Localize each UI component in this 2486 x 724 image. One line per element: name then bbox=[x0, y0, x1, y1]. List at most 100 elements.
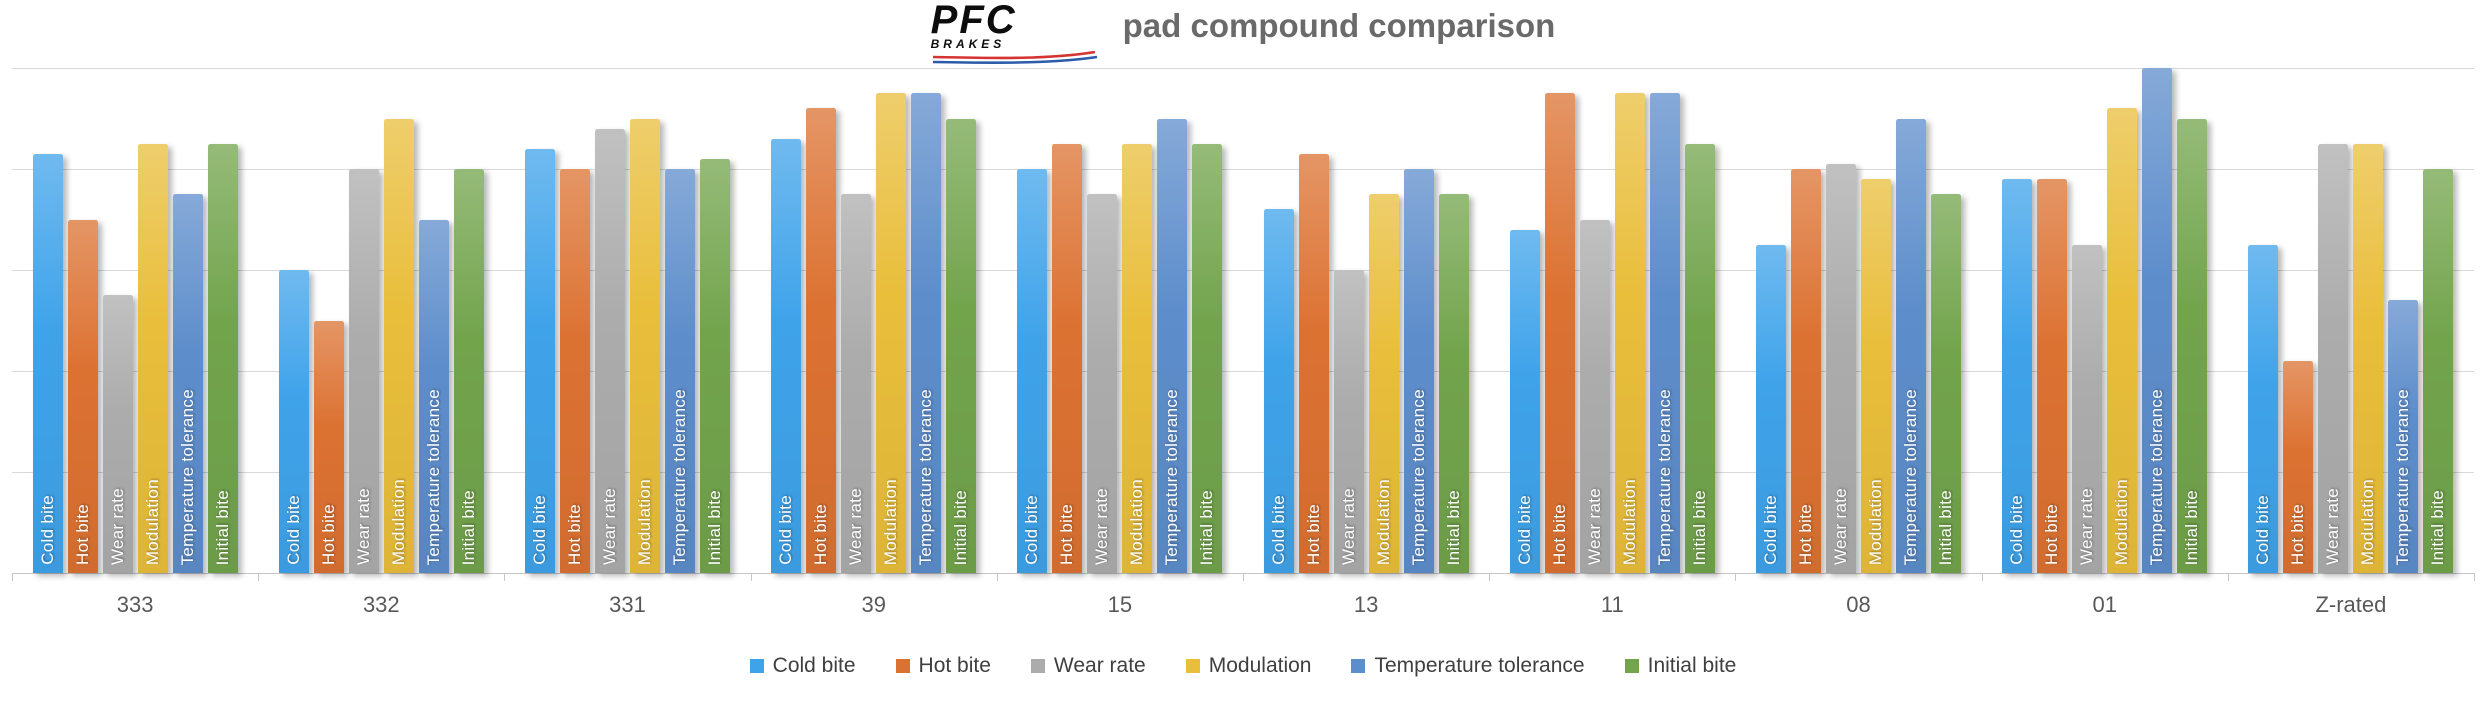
bar-hot-bite-15: Hot bite bbox=[1052, 143, 1083, 573]
bar-group-332: Cold bite Hot bite Wear rate Modulation Temp… bbox=[258, 68, 504, 573]
pfc-brakes-logo: PFC BRAKES bbox=[930, 0, 1099, 65]
logo-sub-text: BRAKES bbox=[930, 37, 1006, 52]
bar-label: Temperature tolerance bbox=[1162, 388, 1182, 565]
bar-label: Cold bite bbox=[776, 495, 796, 565]
bar-label: Wear rate bbox=[107, 487, 127, 565]
bar-group-11: Cold bite Hot bite Wear rate Modulation Temp… bbox=[1489, 68, 1735, 573]
bar-label: Initial bite bbox=[212, 489, 232, 565]
axis-tick bbox=[2227, 573, 2229, 581]
bar-label: Hot bite bbox=[318, 504, 338, 565]
legend-item-initial-bite: Initial bite bbox=[1624, 654, 1736, 678]
bar-group-331: Cold bite Hot bite Wear rate Modulation Temp… bbox=[504, 68, 750, 573]
category-label-332: 332 bbox=[362, 592, 400, 617]
axis-tick bbox=[1735, 573, 1737, 581]
bar-wear-rate-39: Wear rate bbox=[841, 194, 872, 573]
gridline bbox=[12, 169, 2474, 170]
axis-ticks bbox=[12, 573, 2475, 582]
bar-modulation-01: Modulation bbox=[2107, 108, 2138, 573]
bar-group-13: Cold bite Hot bite Wear rate Modulation Temp… bbox=[1243, 68, 1489, 573]
legend-label: Wear rate bbox=[1053, 654, 1146, 677]
bar-cold-bite-13: Cold bite bbox=[1263, 209, 1294, 573]
axis-tick bbox=[1243, 573, 1244, 581]
bar-modulation-39: Modulation bbox=[876, 93, 907, 573]
category-axis: 333 332 331 39 15 13 11 08 01 Z-rated bbox=[12, 592, 2474, 618]
bar-label: Cold bite bbox=[1022, 495, 1042, 565]
bar-label: Cold bite bbox=[283, 495, 303, 565]
legend-label: Hot bite bbox=[918, 654, 991, 677]
legend-swatch-icon bbox=[1351, 659, 1366, 673]
bar-hot-bite-333: Hot bite bbox=[67, 219, 98, 573]
bar-label: Hot bite bbox=[811, 504, 831, 565]
bar-hot-bite-331: Hot bite bbox=[560, 169, 590, 573]
category-label-08: 08 bbox=[1846, 592, 1871, 617]
bar-label: Hot bite bbox=[1796, 504, 1816, 565]
bar-label: Modulation bbox=[1373, 478, 1393, 565]
legend-item-temperature-tolerance: Temperature tolerance bbox=[1351, 654, 1585, 678]
bar-modulation-15: Modulation bbox=[1122, 143, 1153, 573]
logo-swoosh-blue-stripe bbox=[932, 55, 1097, 65]
axis-tick bbox=[504, 573, 506, 581]
legend-item-wear-rate: Wear rate bbox=[1030, 654, 1146, 678]
bar-group-z-rated: Cold bite Hot bite Wear rate Modulation Temp… bbox=[2228, 68, 2474, 573]
legend-swatch-icon bbox=[1624, 659, 1639, 673]
bar-label: Hot bite bbox=[2288, 504, 2308, 565]
category-label-333: 333 bbox=[116, 592, 154, 617]
plot-area: Cold bite Hot bite Wear rate Modulation Temp… bbox=[12, 68, 2475, 581]
bar-label: Cold bite bbox=[1514, 495, 1534, 565]
bar-wear-rate-332: Wear rate bbox=[348, 169, 379, 573]
bar-label: Temperature tolerance bbox=[670, 388, 689, 565]
bar-label: Initial bite bbox=[1197, 489, 1217, 565]
bar-wear-rate-z-rated: Wear rate bbox=[2318, 143, 2349, 573]
bar-temperature-tolerance-331: Temperature tolerance bbox=[665, 169, 695, 573]
bar-cold-bite-z-rated: Cold bite bbox=[2248, 244, 2279, 573]
bar-modulation-332: Modulation bbox=[383, 118, 414, 573]
bar-label: Initial bite bbox=[2428, 489, 2448, 565]
legend-label: Cold bite bbox=[772, 654, 856, 677]
bar-wear-rate-13: Wear rate bbox=[1333, 270, 1364, 573]
bar-group-333: Cold bite Hot bite Wear rate Modulation Temp… bbox=[12, 68, 258, 573]
bar-group-39: Cold bite Hot bite Wear rate Modulation Temp… bbox=[751, 68, 997, 573]
bar-label: Initial bite bbox=[1689, 489, 1709, 565]
axis-tick bbox=[996, 573, 998, 581]
bar-modulation-333: Modulation bbox=[137, 143, 168, 573]
bar-cold-bite-11: Cold bite bbox=[1509, 229, 1540, 573]
logo-swoosh-icon bbox=[932, 51, 1097, 65]
bar-initial-bite-331: Initial bite bbox=[700, 158, 730, 573]
legend-swatch-icon bbox=[1185, 659, 1200, 673]
bar-label: Hot bite bbox=[72, 504, 92, 565]
bar-label: Temperature tolerance bbox=[423, 388, 443, 565]
gridline bbox=[12, 371, 2474, 372]
bar-label: Initial bite bbox=[458, 489, 478, 565]
bar-label: Modulation bbox=[1866, 478, 1886, 565]
axis-tick bbox=[1489, 573, 1491, 581]
category-label-331: 331 bbox=[609, 592, 646, 617]
bar-label: Initial bite bbox=[1443, 489, 1463, 565]
bar-cold-bite-332: Cold bite bbox=[278, 270, 309, 573]
bar-label: Wear rate bbox=[846, 487, 866, 565]
logo-main-text: PFC bbox=[930, 0, 1017, 42]
bar-label: Modulation bbox=[1127, 478, 1147, 565]
bar-group-08: Cold bite Hot bite Wear rate Modulation Temp… bbox=[1735, 68, 1981, 573]
bar-cold-bite-01: Cold bite bbox=[2002, 179, 2033, 573]
bar-hot-bite-39: Hot bite bbox=[806, 108, 837, 573]
bar-wear-rate-11: Wear rate bbox=[1579, 219, 1610, 573]
bar-label: Temperature tolerance bbox=[2393, 388, 2413, 565]
legend-label: Temperature tolerance bbox=[1374, 654, 1585, 677]
axis-tick bbox=[2474, 573, 2475, 581]
bar-temperature-tolerance-333: Temperature tolerance bbox=[172, 194, 203, 573]
bar-initial-bite-332: Initial bite bbox=[453, 169, 484, 573]
bar-initial-bite-13: Initial bite bbox=[1438, 194, 1469, 573]
bar-initial-bite-333: Initial bite bbox=[207, 143, 238, 573]
bar-label: Cold bite bbox=[37, 495, 57, 565]
gridline bbox=[12, 68, 2474, 69]
axis-tick bbox=[12, 573, 13, 581]
bar-initial-bite-01: Initial bite bbox=[2177, 118, 2208, 573]
bar-label: Modulation bbox=[142, 478, 162, 565]
category-label-39: 39 bbox=[861, 592, 886, 617]
bar-label: Temperature tolerance bbox=[177, 388, 197, 565]
legend: Cold bite Hot bite Wear rate Modulation Temp… bbox=[0, 654, 2486, 678]
bar-group-15: Cold bite Hot bite Wear rate Modulation Temp… bbox=[997, 68, 1243, 573]
bar-modulation-13: Modulation bbox=[1368, 194, 1399, 573]
bar-label: Wear rate bbox=[2323, 487, 2343, 565]
